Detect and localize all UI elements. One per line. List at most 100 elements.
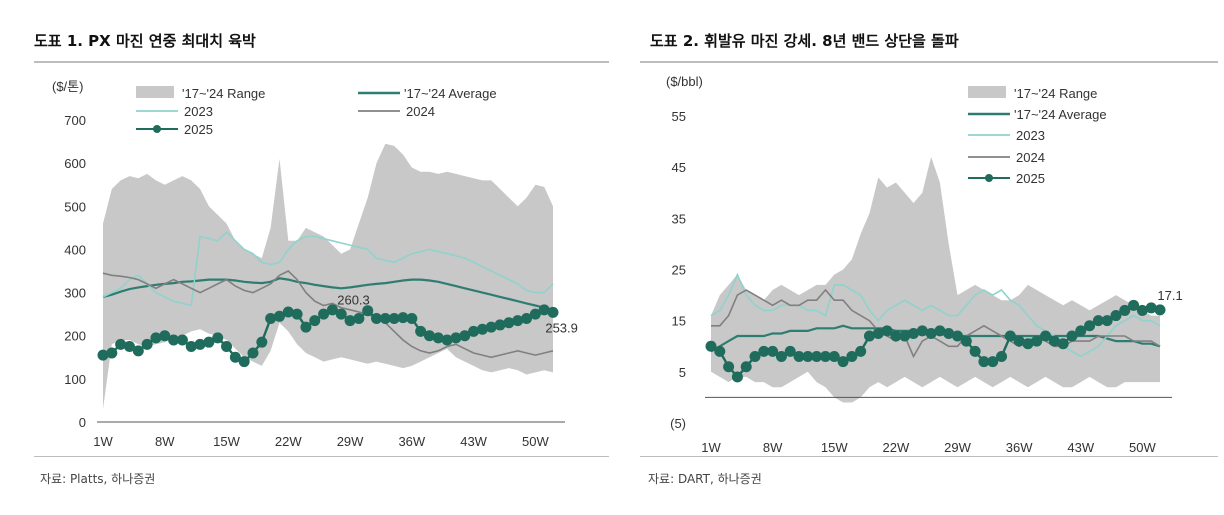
- range-band: [103, 143, 553, 410]
- point-2025: [907, 327, 919, 339]
- point-2025: [115, 338, 127, 350]
- point-2025: [221, 341, 233, 352]
- point-2025: [388, 312, 400, 324]
- point-2025: [890, 330, 902, 342]
- point-2025: [229, 351, 241, 363]
- point-2025: [326, 304, 338, 316]
- point-2025: [1084, 320, 1096, 332]
- x-tick-label: 36W: [1006, 440, 1033, 455]
- legend-label: '17~'24 Average: [404, 86, 497, 101]
- point-2025: [793, 350, 805, 362]
- x-tick-label: 22W: [275, 434, 302, 449]
- chart-panel-px-margin: 도표 1. PX 마진 연중 최대치 육박 ($/톤) 700 600 500 400 3…: [34, 32, 609, 486]
- point-2025: [512, 315, 524, 327]
- point-2025: [256, 336, 268, 348]
- point-2025: [969, 345, 981, 357]
- legend-label: 2024: [1016, 150, 1045, 165]
- point-2025: [1110, 310, 1122, 322]
- point-2025: [881, 325, 893, 337]
- point-2025: [282, 306, 294, 318]
- point-2025: [309, 315, 321, 327]
- point-2025: [371, 312, 383, 324]
- x-tick-label: 1W: [701, 440, 721, 455]
- point-2025: [1119, 304, 1131, 316]
- point-2025: [863, 330, 875, 342]
- y-tick-label: 55: [672, 109, 686, 124]
- point-2025: [1004, 330, 1016, 342]
- point-2025: [943, 327, 955, 339]
- legend-label: '17~'24 Range: [1014, 86, 1097, 101]
- point-2025: [406, 312, 418, 324]
- point-2025: [1066, 330, 1078, 342]
- x-tick-label: 15W: [213, 434, 240, 449]
- point-2025: [459, 330, 471, 342]
- point-2025: [97, 349, 109, 361]
- point-2025: [837, 356, 849, 368]
- point-2025: [1092, 315, 1104, 327]
- point-2025: [291, 308, 303, 320]
- point-2025: [529, 308, 541, 320]
- data-label: 17.1: [1157, 288, 1182, 303]
- y-tick-label: 45: [672, 160, 686, 175]
- point-2025: [899, 330, 911, 342]
- legend-label: 2023: [184, 104, 213, 119]
- point-2025: [740, 361, 752, 373]
- chart-panel-gasoline-margin: 도표 2. 휘발유 마진 강세. 8년 밴드 상단을 돌파 ($/bbl) 55 4…: [640, 0, 1224, 515]
- point-2025: [705, 340, 717, 352]
- data-label: 260.3: [337, 293, 370, 308]
- line-2024: [102, 270, 554, 359]
- point-2025: [1031, 335, 1043, 347]
- data-label: 253.9: [545, 320, 578, 335]
- point-2025: [132, 345, 144, 357]
- point-2025: [318, 308, 330, 320]
- source-rule: [640, 456, 1218, 457]
- point-2025: [273, 310, 285, 322]
- point-2025: [353, 312, 365, 324]
- line-2023: [102, 231, 554, 307]
- point-2025: [485, 321, 497, 333]
- legend-label: 2025: [184, 122, 213, 137]
- y-tick-label: 0: [79, 415, 86, 430]
- point-2025: [723, 361, 735, 373]
- x-tick-label: 1W: [93, 434, 113, 449]
- point-2025: [749, 350, 761, 362]
- y-tick-label: 300: [64, 286, 86, 301]
- legend-marker-2025: [153, 125, 161, 133]
- point-2025: [476, 323, 488, 335]
- y-tick-label: 5: [679, 365, 686, 380]
- chart-title: 도표 2. 휘발유 마진 강세. 8년 밴드 상단을 돌파: [650, 32, 959, 50]
- point-2025: [1040, 330, 1052, 342]
- legend-label: 2024: [406, 104, 435, 119]
- point-2025: [415, 325, 427, 337]
- point-2025: [925, 327, 937, 339]
- point-2025: [344, 315, 356, 327]
- y-tick-label: 200: [64, 329, 86, 344]
- x-tick-label: 15W: [821, 440, 848, 455]
- point-2025: [1057, 338, 1069, 350]
- point-2025: [978, 356, 990, 368]
- x-tick-label: 50W: [522, 434, 549, 449]
- point-2025: [1154, 304, 1166, 316]
- x-tick-label: 50W: [1129, 440, 1156, 455]
- point-2025: [450, 332, 462, 344]
- point-2025: [987, 356, 999, 368]
- point-2025: [300, 321, 312, 333]
- point-2025: [203, 336, 215, 348]
- point-2025: [1048, 335, 1060, 347]
- y-tick-label: 600: [64, 156, 86, 171]
- title-rule: [34, 61, 609, 63]
- px-margin-chart: ($/톤) 700 600 500 400 300 200 100 0 1W 8W 15W 22W 29W…: [52, 79, 578, 449]
- point-2025: [1101, 315, 1113, 327]
- chart-source: 자료: Platts, 하나증권: [40, 472, 156, 486]
- x-tick-label: 43W: [460, 434, 487, 449]
- point-2025: [1128, 299, 1140, 311]
- point-2025: [468, 325, 480, 337]
- point-2025: [503, 317, 515, 329]
- y-tick-label: 700: [64, 113, 86, 128]
- point-2025: [811, 350, 823, 362]
- point-2025: [1145, 302, 1157, 314]
- point-2025: [150, 332, 162, 344]
- point-2025: [247, 347, 259, 359]
- x-tick-label: 43W: [1067, 440, 1094, 455]
- point-2025: [335, 308, 347, 320]
